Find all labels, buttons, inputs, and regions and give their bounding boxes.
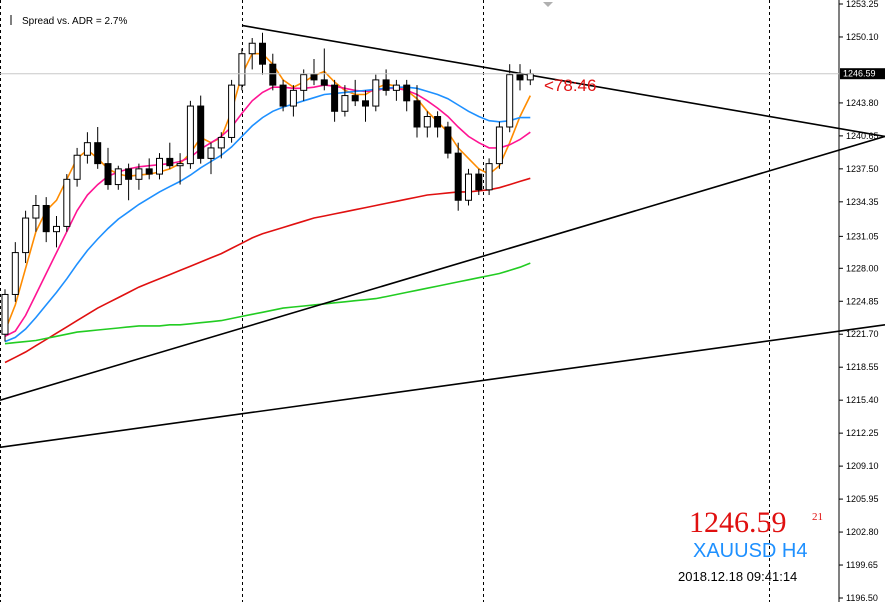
server-time: 2018.12.18 09:41:14 xyxy=(678,569,797,584)
bull-candle xyxy=(392,84,400,91)
bull-candle xyxy=(114,168,122,186)
bull-candle xyxy=(526,73,534,81)
y-tick-label: 1243.80 xyxy=(846,98,879,108)
current-price-axis-label: 1246.59 xyxy=(843,69,876,79)
bull-candle xyxy=(423,116,431,128)
bull-candle xyxy=(32,204,40,219)
bear-candle xyxy=(145,168,153,175)
bull-candle xyxy=(465,173,472,201)
y-tick-label: 1234.35 xyxy=(846,197,879,207)
bear-candle xyxy=(259,42,266,65)
bull-candle xyxy=(217,136,225,149)
bull-candle xyxy=(341,95,349,112)
bear-candle xyxy=(403,84,411,102)
bear-candle xyxy=(320,79,328,86)
moving-average-line xyxy=(4,262,531,345)
y-tick-label: 1215.40 xyxy=(846,395,879,405)
y-tick-label: 1205.95 xyxy=(846,494,879,504)
bull-candle xyxy=(228,84,236,138)
y-tick-label: 1228.00 xyxy=(846,263,879,273)
bear-candle xyxy=(362,100,369,107)
y-tick-label: 1212.25 xyxy=(846,428,879,438)
bear-candle xyxy=(516,74,524,81)
y-tick-label: 1199.65 xyxy=(846,560,878,570)
period-separators xyxy=(0,0,770,602)
y-tick-label: 1224.85 xyxy=(846,296,879,306)
bull-candle xyxy=(63,178,71,227)
shift-marker-icon[interactable] xyxy=(543,2,553,7)
bear-candle xyxy=(125,168,133,180)
bull-candle xyxy=(506,74,514,128)
y-tick-label: 1240.65 xyxy=(846,131,879,141)
bull-candle xyxy=(186,105,194,165)
symbol-label: XAUUSD H4 xyxy=(693,540,807,562)
bull-candle xyxy=(300,74,308,91)
trend-line xyxy=(0,135,885,401)
moving-average-line xyxy=(4,52,532,332)
bear-candle xyxy=(444,126,452,154)
moving-average-line xyxy=(4,86,531,343)
bull-candle xyxy=(372,79,380,107)
y-tick-label: 1253.25 xyxy=(846,0,879,9)
trend-lines[interactable] xyxy=(0,24,885,449)
bear-candle xyxy=(331,84,339,112)
bear-candle xyxy=(269,63,277,86)
y-tick-label: 1209.10 xyxy=(846,461,879,471)
candlesticks xyxy=(1,32,534,342)
bear-candle xyxy=(94,142,102,165)
bull-candle xyxy=(135,168,143,180)
bear-candle xyxy=(454,152,462,201)
bull-candle xyxy=(73,154,81,180)
bull-candle xyxy=(156,157,163,175)
bear-candle xyxy=(382,79,390,91)
y-tick-label: 1231.05 xyxy=(846,231,879,241)
y-tick-label: 1218.55 xyxy=(846,362,879,372)
bull-candle xyxy=(22,217,30,254)
bear-candle xyxy=(434,116,442,128)
spread-display: 21 xyxy=(812,511,823,523)
bull-candle xyxy=(495,126,503,165)
moving-average-line xyxy=(4,84,531,338)
bear-candle xyxy=(413,100,421,128)
bear-candle xyxy=(351,95,359,102)
bull-candle xyxy=(83,142,91,156)
bull-candle xyxy=(207,147,215,159)
moving-averages xyxy=(4,52,532,364)
trend-line xyxy=(0,324,885,449)
y-tick-label: 1202.80 xyxy=(846,527,879,537)
bear-candle xyxy=(104,163,112,186)
y-tick-label: 1221.70 xyxy=(846,329,879,339)
bear-candle xyxy=(197,105,205,159)
price-axis[interactable]: 1253.25 1250.10 1243.80 1240.65 1237.50 1234.… xyxy=(839,0,879,602)
indicator-label: Spread vs. ADR = 2.7% xyxy=(22,16,127,27)
bear-candle xyxy=(475,173,483,191)
bull-candle xyxy=(238,53,246,86)
bull-candle xyxy=(11,252,19,295)
moving-average-line xyxy=(4,177,531,364)
y-tick-label: 1196.50 xyxy=(846,593,878,602)
bear-candle xyxy=(166,157,174,167)
bull-candle xyxy=(176,163,184,167)
bull-candle xyxy=(289,89,297,107)
bear-candle xyxy=(310,74,318,81)
bull-candle xyxy=(485,163,493,191)
bull-candle xyxy=(248,42,256,55)
price-display: 1246.59 xyxy=(689,506,787,539)
y-tick-label: 1250.10 xyxy=(846,32,879,42)
bear-candle xyxy=(279,84,287,107)
bear-candle xyxy=(42,204,50,233)
bar-timer: <78:46 xyxy=(544,76,596,95)
bull-candle xyxy=(1,293,9,335)
bull-candle xyxy=(53,225,60,233)
current-price-label-bg xyxy=(840,68,885,80)
y-tick-label: 1237.50 xyxy=(846,164,879,174)
trend-line xyxy=(241,24,885,138)
